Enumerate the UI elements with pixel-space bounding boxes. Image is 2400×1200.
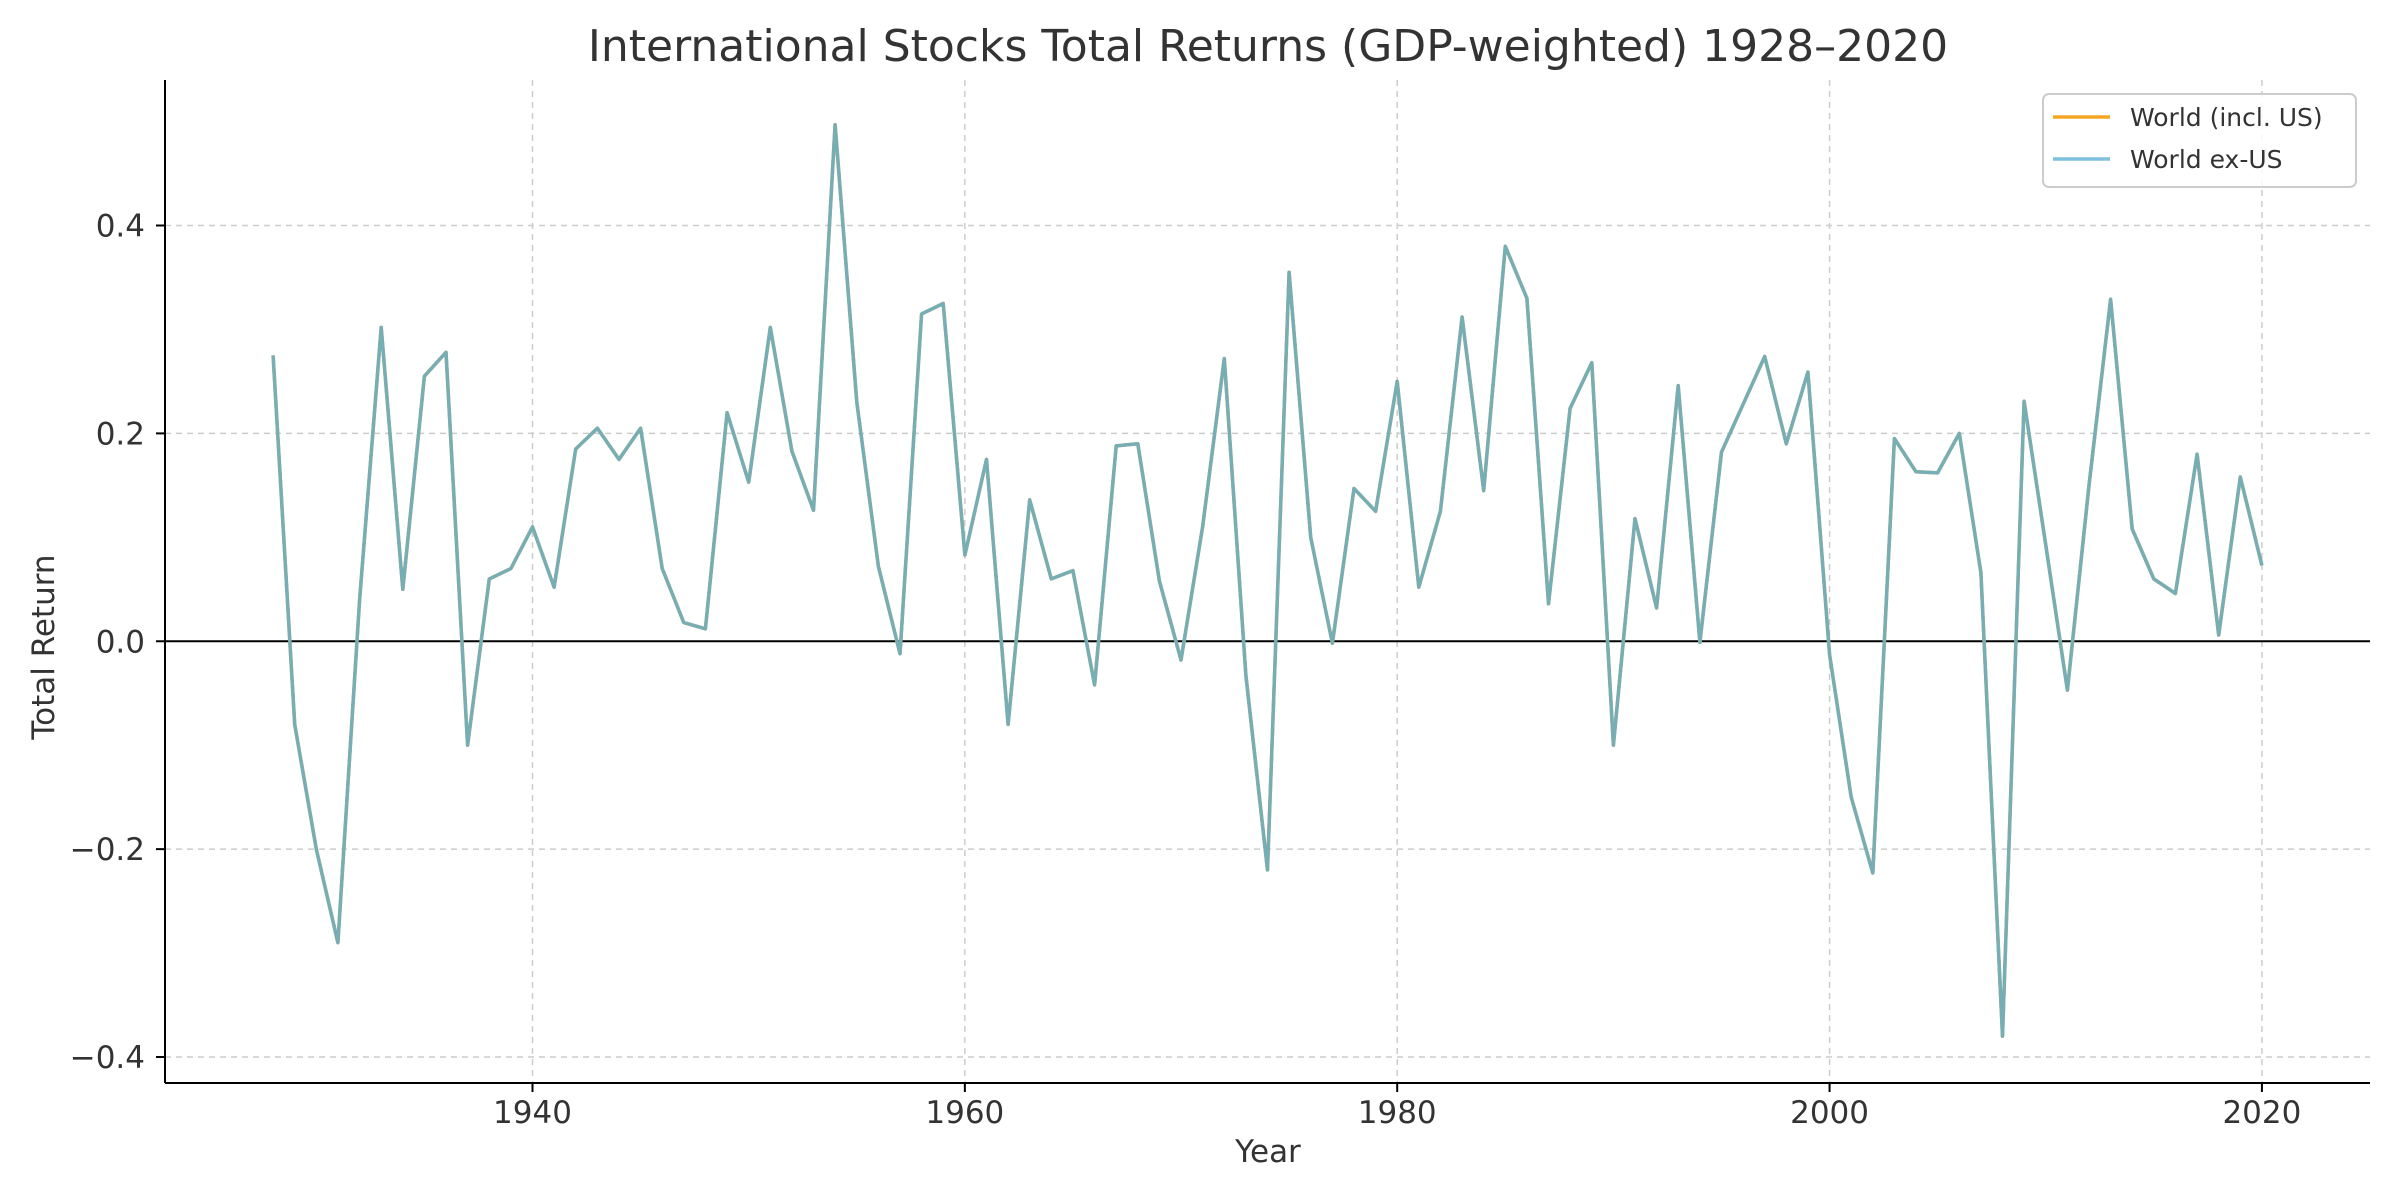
- x-axis-label: Year: [1234, 1134, 1301, 1170]
- y-tick-label: 0.4: [96, 209, 145, 245]
- x-tick-label: 1960: [925, 1095, 1004, 1131]
- x-tick-label: 1980: [1358, 1095, 1437, 1131]
- ticks: 1940 1960 1980 2000 2020 −0.4 −0.2 0.0 0.2 0.4: [70, 209, 2302, 1131]
- chart-title: International Stocks Total Returns (GDP-…: [588, 21, 1948, 72]
- x-tick-label: 1940: [493, 1095, 572, 1131]
- legend: World (incl. US) World ex-US: [2042, 93, 2357, 188]
- y-tick-label: −0.4: [70, 1040, 145, 1076]
- y-tick-label: 0.0: [96, 624, 145, 660]
- legend-frame: [2042, 93, 2357, 188]
- legend-label-world-ex-us: World ex-US: [2130, 145, 2283, 174]
- series-layer: [271, 122, 2264, 1038]
- x-tick-label: 2020: [2222, 1095, 2301, 1131]
- y-tick-label: 0.2: [96, 416, 145, 452]
- grid-lines: [165, 80, 2370, 1083]
- y-tick-label: −0.2: [70, 832, 145, 868]
- series-line-world-ex-us: [271, 122, 2264, 1038]
- x-tick-label: 2000: [1790, 1095, 1869, 1131]
- axes: [164, 80, 2370, 1084]
- series-line-world-incl-us: [271, 122, 2264, 1038]
- legend-label-world: World (incl. US): [2130, 103, 2323, 132]
- y-axis-label: Total Return: [26, 554, 62, 740]
